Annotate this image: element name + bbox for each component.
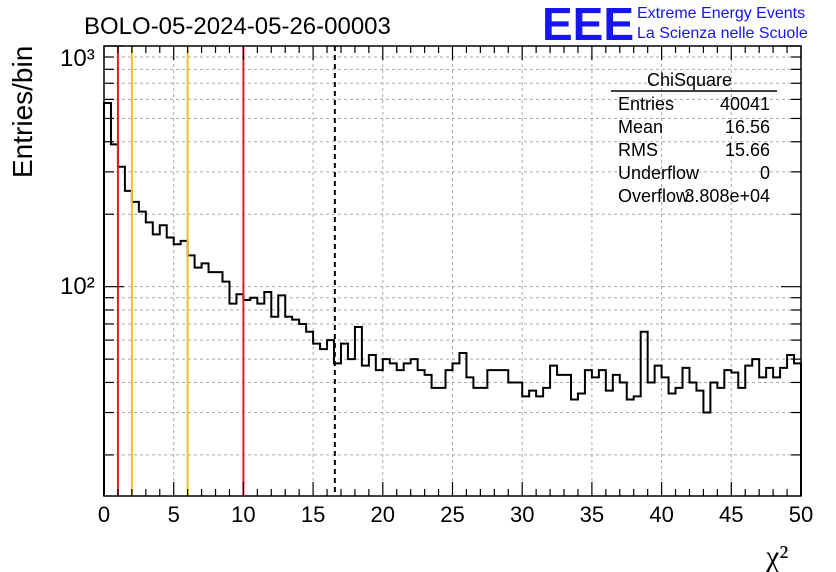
histogram-line [103, 101, 802, 496]
stats-value-mean: 16.56 [725, 117, 770, 137]
stats-label-overflow: Overflow [618, 186, 690, 206]
stats-label-underflow: Underflow [618, 163, 700, 183]
x-tick-label: 10 [231, 502, 255, 527]
x-tick-label: 40 [649, 502, 673, 527]
x-tick-label: 15 [301, 502, 325, 527]
stats-label-entries: Entries [618, 94, 674, 114]
reference-lines [116, 46, 336, 496]
stats-label-mean: Mean [618, 117, 663, 137]
x-tick-label: 45 [719, 502, 743, 527]
x-tick-label: 30 [510, 502, 534, 527]
stats-value-rms: 15.66 [725, 140, 770, 160]
x-tick-label: 20 [371, 502, 395, 527]
stats-value-entries: 40041 [720, 94, 770, 114]
stats-value-underflow: 0 [760, 163, 770, 183]
axis-ticks [103, 45, 802, 496]
x-tick-labels: 0 5 10 15 20 25 30 35 40 45 50 [98, 502, 813, 527]
y-tick-label-1000: 10³ [60, 45, 95, 72]
stats-box: ChiSquare Entries 40041 Mean 16.56 RMS 1… [611, 70, 777, 206]
logo-line2: La Scienza nelle Scuole [637, 25, 808, 42]
stats-label-rms: RMS [618, 140, 658, 160]
y-axis-label: Entries/bin [7, 46, 38, 178]
x-tick-label: 25 [440, 502, 464, 527]
stats-title: ChiSquare [647, 70, 732, 90]
x-axis-label: χ² [765, 540, 788, 572]
x-tick-label: 50 [789, 502, 813, 527]
logo-line1: Extreme Energy Events [637, 5, 805, 22]
x-tick-label: 0 [98, 502, 110, 527]
y-tick-label-100: 10² [60, 273, 95, 300]
run-title: BOLO-05-2024-05-26-00003 [84, 13, 391, 40]
histogram-series [103, 101, 802, 496]
x-tick-label: 5 [168, 502, 180, 527]
grid-lines [104, 46, 801, 496]
stats-value-overflow: 3.808e+04 [684, 186, 770, 206]
eee-logo: EEE [542, 0, 634, 50]
x-tick-label: 35 [580, 502, 604, 527]
